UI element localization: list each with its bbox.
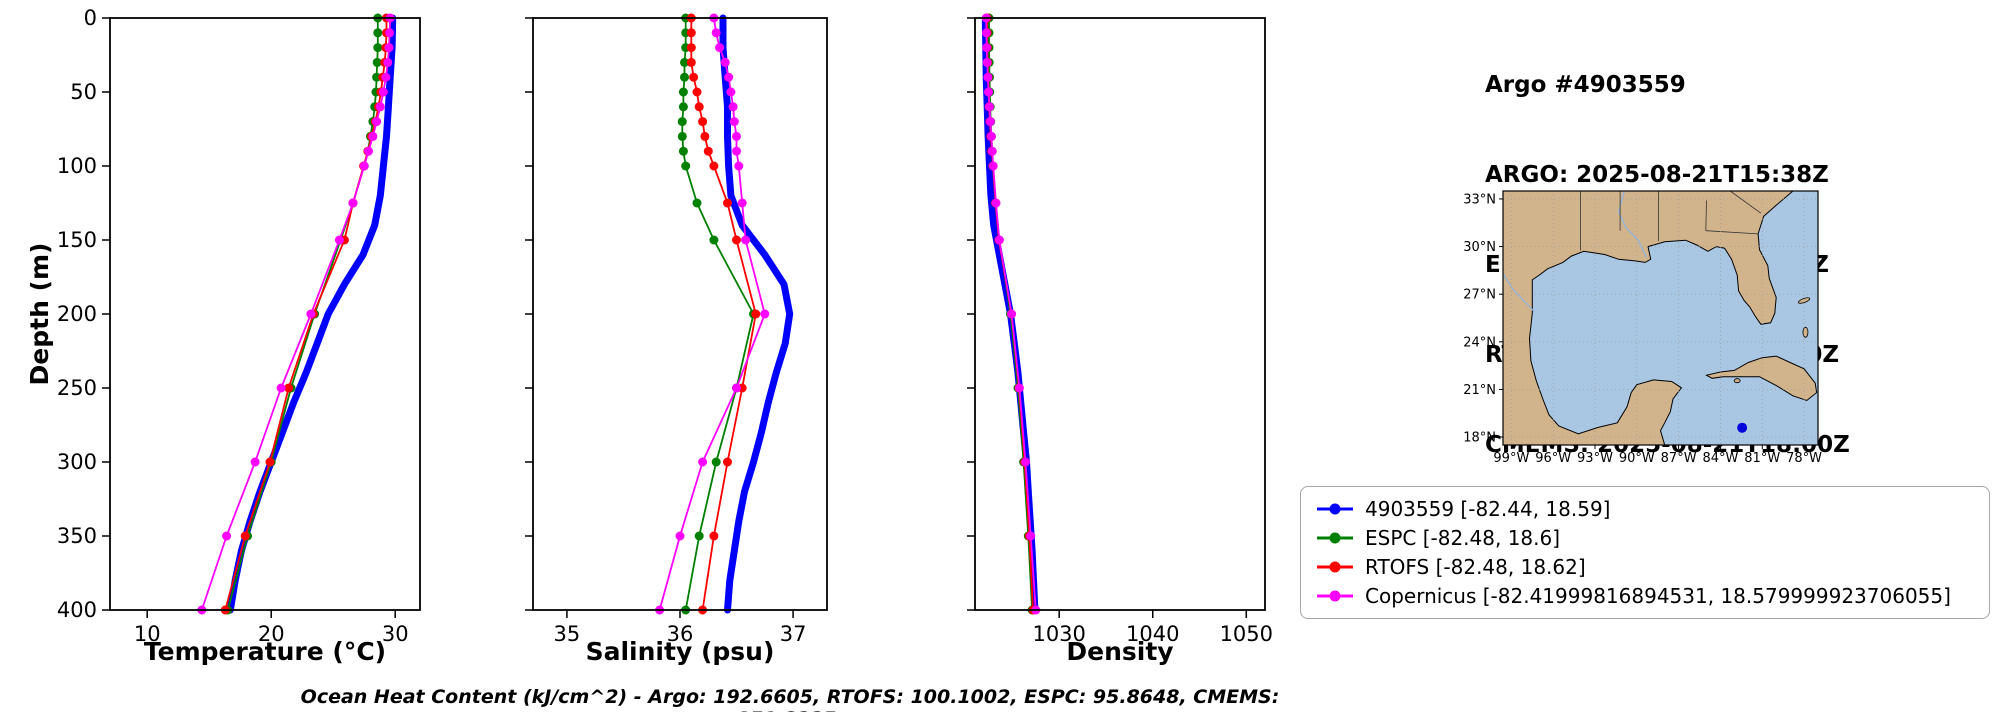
svg-text:35: 35 [554, 622, 581, 646]
svg-text:20: 20 [258, 622, 285, 646]
svg-text:1040: 1040 [1126, 622, 1179, 646]
info-title: Argo #4903559 [1485, 72, 1686, 98]
svg-text:50: 50 [70, 80, 97, 104]
svg-text:Density: Density [1066, 637, 1173, 666]
svg-text:84°W: 84°W [1702, 451, 1738, 466]
legend-marker-espc [1317, 532, 1353, 544]
svg-text:300: 300 [57, 450, 97, 474]
svg-text:24°N: 24°N [1463, 335, 1496, 350]
svg-text:Salinity (psu): Salinity (psu) [586, 637, 775, 666]
svg-text:100: 100 [57, 154, 97, 178]
legend-item-rtofs: RTOFS [-82.48, 18.62] [1315, 555, 1975, 579]
svg-text:36: 36 [667, 622, 694, 646]
legend-item-4903559: 4903559 [-82.44, 18.59] [1315, 497, 1975, 521]
svg-text:78°W: 78°W [1786, 451, 1822, 466]
density-profile-chart: 1030 1040 1050 Density [967, 13, 1273, 666]
map-svg: 33°N 30°N 27°N 24°N 21°N 18°N 99°W 96°W 93°W 90°W… [1463, 190, 1822, 466]
svg-text:99°W: 99°W [1493, 451, 1529, 466]
svg-text:250: 250 [57, 376, 97, 400]
svg-text:87°W: 87°W [1661, 451, 1697, 466]
svg-text:0: 0 [84, 6, 97, 30]
svg-text:33°N: 33°N [1463, 192, 1496, 207]
svg-text:200: 200 [57, 302, 97, 326]
svg-text:37: 37 [780, 622, 807, 646]
svg-text:150: 150 [57, 228, 97, 252]
svg-text:90°W: 90°W [1619, 451, 1655, 466]
svg-text:96°W: 96°W [1535, 451, 1571, 466]
svg-text:27°N: 27°N [1463, 288, 1496, 303]
svg-text:30°N: 30°N [1463, 240, 1496, 255]
svg-text:1030: 1030 [1032, 622, 1085, 646]
ocean-heat-content-text: Ocean Heat Content (kJ/cm^2) - Argo: 192… [300, 686, 1280, 712]
legend-marker-copernicus [1317, 590, 1353, 602]
temperature-profile-chart: 10 20 30050100150200250300350400Temperatur… [30, 6, 421, 666]
svg-text:21°N: 21°N [1463, 383, 1496, 398]
legend-item-espc: ESPC [-82.48, 18.6] [1315, 526, 1975, 550]
svg-text:10: 10 [134, 622, 161, 646]
svg-text:30: 30 [382, 622, 409, 646]
legend-label: RTOFS [-82.48, 18.62] [1365, 555, 1586, 579]
svg-text:Temperature (°C): Temperature (°C) [144, 637, 386, 666]
legend-label: Copernicus [-82.41999816894531, 18.57999… [1365, 584, 1951, 608]
legend-item-copernicus: Copernicus [-82.41999816894531, 18.57999… [1315, 584, 1975, 608]
legend-label: 4903559 [-82.44, 18.59] [1365, 497, 1611, 521]
svg-text:400: 400 [57, 598, 97, 622]
svg-text:Depth (m): Depth (m) [30, 243, 54, 386]
svg-text:350: 350 [57, 524, 97, 548]
svg-text:93°W: 93°W [1577, 451, 1613, 466]
legend-label: ESPC [-82.48, 18.6] [1365, 526, 1561, 550]
info-line-argo: ARGO: 2025-08-21T15:38Z [1485, 162, 1829, 188]
legend-marker-rtofs [1317, 561, 1353, 573]
legend: 4903559 [-82.44, 18.59] ESPC [-82.48, 18… [1300, 486, 1990, 619]
legend-marker-4903559 [1317, 503, 1353, 515]
svg-text:1050: 1050 [1220, 622, 1273, 646]
svg-text:81°W: 81°W [1744, 451, 1780, 466]
svg-text:18°N: 18°N [1463, 431, 1496, 446]
